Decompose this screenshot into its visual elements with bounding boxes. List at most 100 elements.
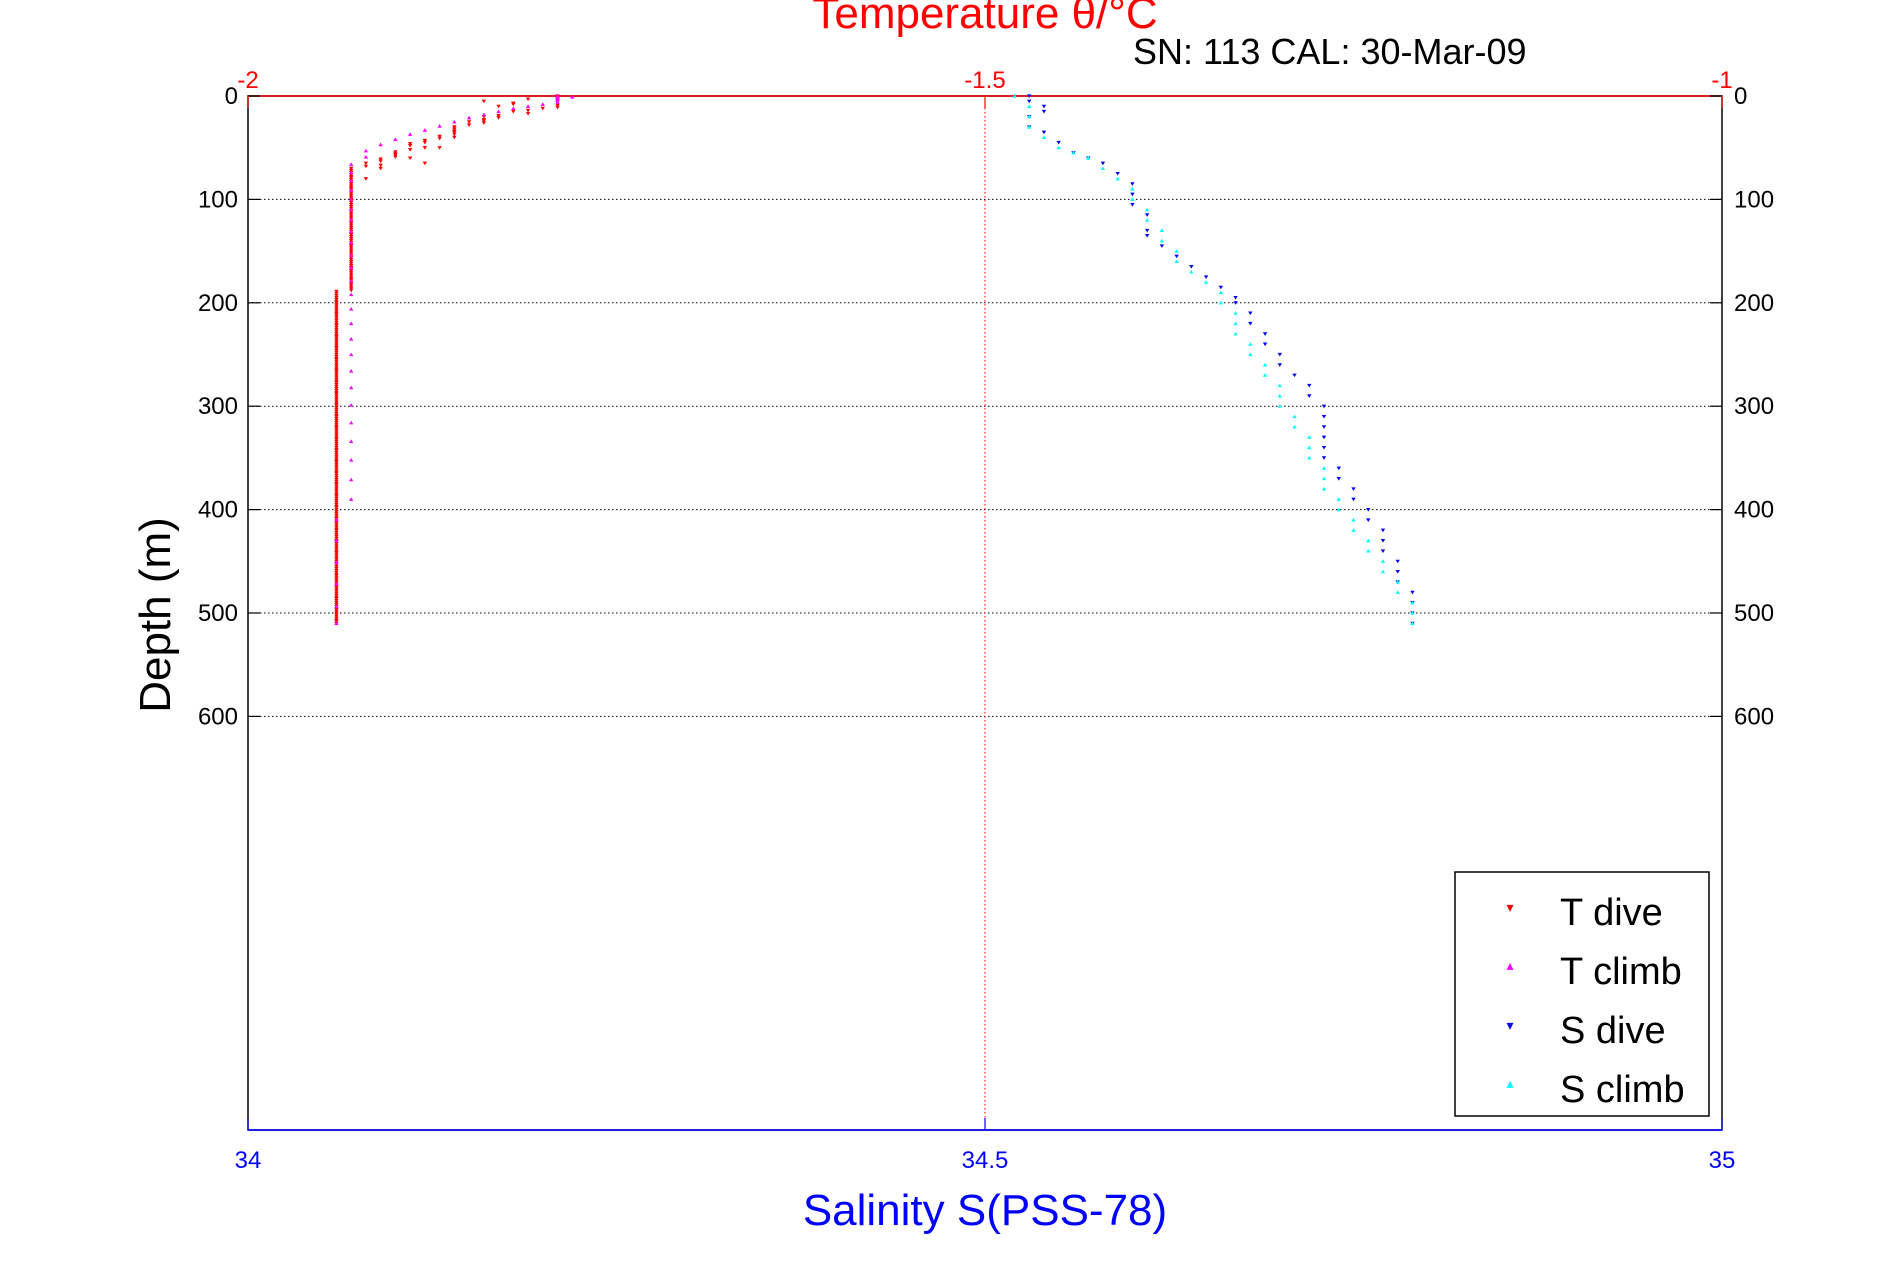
- data-point: [348, 261, 354, 266]
- data-point: [334, 589, 339, 594]
- legend-marker-s-dive: ▾: [1506, 1017, 1513, 1033]
- data-point: [348, 477, 354, 482]
- data-point: [496, 109, 501, 114]
- data-point: [334, 414, 339, 419]
- data-point: [334, 473, 339, 478]
- data-point: [334, 432, 339, 437]
- data-point: [334, 409, 339, 414]
- data-point: [1321, 445, 1327, 450]
- data-point: [1233, 311, 1238, 315]
- data-point: [1380, 549, 1386, 553]
- data-point: [481, 112, 487, 117]
- y-tick-label: 200: [198, 290, 238, 317]
- data-point: [348, 497, 354, 501]
- data-point: [348, 269, 354, 273]
- data-point: [407, 132, 413, 136]
- data-point: [348, 420, 354, 425]
- data-point: [334, 491, 339, 496]
- data-point: [334, 612, 339, 617]
- data-point: [1336, 466, 1341, 471]
- data-point: [1380, 539, 1386, 543]
- data-point: [452, 130, 457, 135]
- data-point: [1233, 331, 1238, 336]
- data-point: [452, 135, 457, 140]
- data-point: [1085, 156, 1091, 160]
- data-point: [334, 296, 339, 300]
- y-tick-label: 100: [198, 186, 238, 213]
- data-point: [1071, 150, 1076, 155]
- data-point: [348, 202, 354, 207]
- data-point: [334, 417, 339, 421]
- data-point: [334, 301, 339, 305]
- data-point: [348, 214, 354, 218]
- data-point: [555, 103, 560, 108]
- data-point: [334, 389, 339, 393]
- data-point: [1380, 528, 1386, 533]
- data-point: [1159, 238, 1165, 243]
- data-point: [1366, 518, 1371, 522]
- data-point: [334, 330, 339, 334]
- data-point: [525, 108, 531, 113]
- data-point: [1321, 414, 1327, 419]
- data-point: [334, 320, 339, 325]
- data-point: [348, 184, 354, 188]
- data-point: [348, 225, 354, 230]
- y-tick-label: 0: [225, 83, 238, 110]
- y-tick-label-right: 300: [1734, 393, 1774, 420]
- data-point: [1366, 508, 1371, 512]
- data-point: [334, 323, 339, 328]
- data-point: [348, 218, 354, 222]
- data-point: [422, 128, 428, 132]
- data-point: [334, 585, 339, 590]
- data-point: [1218, 300, 1224, 305]
- data-point: [334, 307, 339, 312]
- data-point: [334, 555, 339, 560]
- data-point: [1041, 130, 1047, 135]
- data-point: [334, 309, 339, 314]
- data-point: [348, 182, 354, 186]
- data-point: [334, 346, 339, 351]
- data-point: [437, 134, 442, 139]
- data-point: [334, 453, 339, 457]
- data-point: [1130, 197, 1135, 201]
- y-tick-label: 300: [198, 393, 238, 420]
- data-point: [348, 191, 354, 196]
- data-point: [334, 293, 339, 298]
- data-point: [1307, 435, 1312, 439]
- data-point: [334, 326, 339, 330]
- data-point: [348, 273, 354, 277]
- data-point: [1395, 579, 1400, 584]
- y-tick-label-right: 400: [1734, 497, 1774, 524]
- x-top-tick-label: -2: [237, 67, 258, 94]
- data-point: [1174, 259, 1179, 264]
- data-point: [334, 428, 339, 432]
- data-point: [348, 250, 354, 255]
- y-tick-label: 600: [198, 703, 238, 730]
- x-axis-label: Salinity S(PSS-78): [803, 1186, 1167, 1235]
- data-point: [334, 382, 339, 387]
- data-point: [555, 100, 560, 104]
- legend-marker-t-climb: ▴: [1506, 957, 1513, 973]
- y-tick-label-right: 100: [1734, 186, 1774, 213]
- data-point: [348, 352, 354, 357]
- legend-label-t-dive: T dive: [1560, 892, 1663, 934]
- data-point: [496, 104, 501, 109]
- data-point: [393, 137, 398, 142]
- data-point: [334, 530, 339, 535]
- data-point: [1277, 363, 1282, 367]
- data-point: [378, 166, 383, 171]
- data-point: [1277, 404, 1282, 408]
- data-point: [555, 94, 560, 98]
- data-point: [334, 305, 339, 309]
- data-point: [1292, 424, 1297, 429]
- data-point: [511, 109, 516, 114]
- data-point: [334, 303, 339, 307]
- data-point: [407, 156, 413, 161]
- data-point: [1115, 171, 1120, 176]
- data-point: [334, 314, 339, 319]
- data-point: [1351, 497, 1356, 502]
- data-point: [334, 471, 339, 476]
- data-point: [348, 176, 354, 180]
- data-point: [348, 162, 354, 166]
- data-point: [496, 116, 501, 120]
